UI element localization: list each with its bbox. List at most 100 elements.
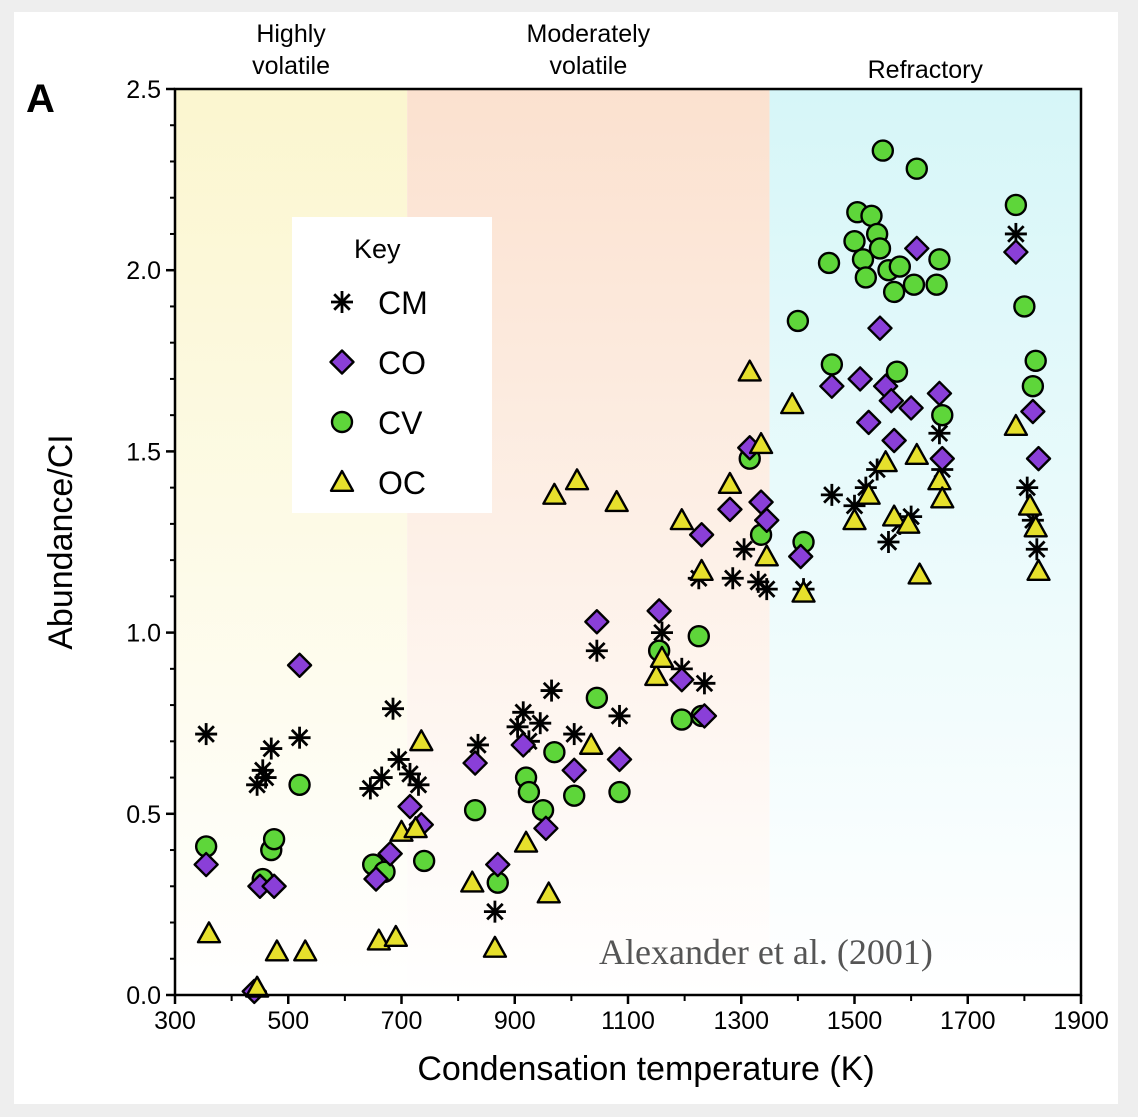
x-tick-label: 300 — [154, 1007, 196, 1035]
point-cv-24 — [788, 311, 808, 331]
legend-title: Key — [354, 234, 401, 264]
cv-circle — [856, 267, 876, 287]
cv-circle — [788, 311, 808, 331]
point-cm-25 — [693, 672, 715, 694]
point-cv-13 — [544, 742, 564, 762]
cv-circle — [884, 282, 904, 302]
point-cm-19 — [563, 723, 585, 745]
cv-circle — [290, 775, 310, 795]
x-tick-label: 1700 — [940, 1007, 996, 1035]
x-axis-title: Condensation temperature (K) — [417, 1050, 874, 1088]
point-cv-11 — [519, 782, 539, 802]
cv-circle — [929, 249, 949, 269]
cv-circle — [870, 238, 890, 258]
point-cv-45 — [1014, 296, 1034, 316]
point-cv-8 — [465, 800, 485, 820]
region-labels: HighlyvolatileModeratelyvolatile Refracto… — [252, 20, 983, 84]
point-cm-43 — [1026, 538, 1048, 560]
point-cm-3 — [260, 738, 282, 760]
point-cv-4 — [290, 775, 310, 795]
point-cv-39 — [904, 275, 924, 295]
point-cv-16 — [610, 782, 630, 802]
legend-label-cv: CV — [378, 405, 423, 441]
cv-circle — [465, 800, 485, 820]
point-cm-11 — [407, 774, 429, 796]
legend-label-cm: CM — [378, 285, 428, 321]
cv-circle — [414, 851, 434, 871]
cv-circle — [587, 688, 607, 708]
cv-circle — [1006, 195, 1026, 215]
point-cm-5 — [255, 767, 277, 789]
point-cm-15 — [512, 701, 534, 723]
point-cm-41 — [1016, 477, 1038, 499]
point-cv-40 — [907, 159, 927, 179]
region-band-2 — [770, 89, 1081, 995]
point-cm-27 — [733, 538, 755, 560]
point-cm-21 — [609, 705, 631, 727]
region-label-2-0: Refractory — [868, 56, 984, 84]
panel-letter: A — [26, 77, 55, 121]
y-tick-label: 0.5 — [126, 801, 161, 829]
point-cm-20 — [586, 640, 608, 662]
y-tick-label: 1.5 — [126, 438, 161, 466]
y-tick-label: 0.0 — [126, 982, 161, 1010]
legend-marker-cv — [332, 412, 352, 432]
y-tick-label: 1.0 — [126, 620, 161, 648]
point-cm-31 — [821, 484, 843, 506]
cv-circle — [927, 275, 947, 295]
legend: Key CMCOCVOC — [292, 217, 492, 513]
x-tick-label: 900 — [494, 1007, 536, 1035]
point-cm-18 — [541, 680, 563, 702]
region-label-0-1: volatile — [252, 52, 330, 80]
cv-circle — [890, 257, 910, 277]
point-cv-12 — [533, 800, 553, 820]
cv-circle — [264, 829, 284, 849]
point-cm-17 — [529, 712, 551, 734]
cv-circle — [873, 141, 893, 161]
citation: Alexander et al. (2001) — [599, 932, 933, 972]
point-cm-4 — [289, 727, 311, 749]
legend-marker-cm — [331, 291, 353, 313]
point-cv-7 — [414, 851, 434, 871]
x-tick-label: 500 — [267, 1007, 309, 1035]
legend-label-co: CO — [378, 345, 426, 381]
cv-circle — [332, 412, 352, 432]
point-cv-30 — [856, 267, 876, 287]
y-axis-title: Abundance/CI — [42, 434, 80, 650]
point-cm-9 — [388, 748, 410, 770]
point-cm-13 — [484, 901, 506, 923]
point-cm-7 — [371, 767, 393, 789]
cv-circle — [533, 800, 553, 820]
cv-circle — [904, 275, 924, 295]
point-cv-27 — [845, 231, 865, 251]
cv-circle — [564, 786, 584, 806]
point-cv-19 — [689, 626, 709, 646]
point-cv-15 — [587, 688, 607, 708]
cv-circle — [861, 206, 881, 226]
x-tick-label: 1300 — [713, 1007, 769, 1035]
cv-circle — [1026, 351, 1046, 371]
point-cm-0 — [195, 723, 217, 745]
point-cv-25 — [819, 253, 839, 273]
cv-circle — [689, 626, 709, 646]
cv-circle — [845, 231, 865, 251]
point-cm-8 — [382, 698, 404, 720]
x-tick-label: 1100 — [601, 1007, 655, 1035]
point-cv-14 — [564, 786, 584, 806]
region-label-0-0: Highly — [256, 20, 326, 48]
cv-circle — [1014, 296, 1034, 316]
point-cv-46 — [1023, 376, 1043, 396]
x-tick-label: 1900 — [1053, 1007, 1109, 1035]
point-cv-43 — [932, 405, 952, 425]
point-cv-36 — [884, 282, 904, 302]
point-cv-42 — [927, 275, 947, 295]
cv-circle — [822, 354, 842, 374]
cv-circle — [819, 253, 839, 273]
cv-circle — [544, 742, 564, 762]
point-cv-3 — [264, 829, 284, 849]
figure: 300 500 700 900 1100 1300 1500 1700 1900 0.0 0.5 1.… — [14, 12, 1118, 1104]
cv-circle — [907, 159, 927, 179]
y-tick-label: 2.0 — [126, 257, 161, 285]
point-cv-41 — [929, 249, 949, 269]
point-cv-18 — [672, 710, 692, 730]
